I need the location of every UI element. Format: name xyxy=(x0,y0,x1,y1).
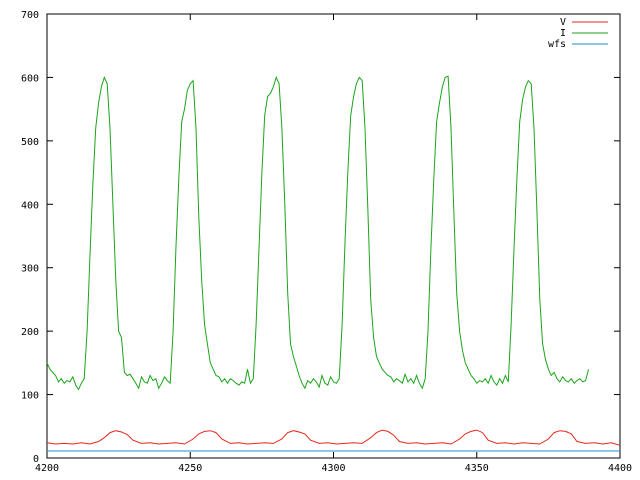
legend-label-V: V xyxy=(560,17,566,28)
series-line-I xyxy=(46,75,589,391)
x-tick-label: 4200 xyxy=(35,463,59,474)
y-tick-label: 400 xyxy=(21,200,39,211)
y-tick-label: 0 xyxy=(33,454,39,465)
x-tick-label: 4350 xyxy=(465,463,489,474)
x-tick-label: 4400 xyxy=(608,463,632,474)
axis-ticks: 0 100 200 300 400 500 600 700 4200 4250 4300 4350 44… xyxy=(21,10,632,474)
series-line-V xyxy=(46,429,621,446)
y-tick-label: 500 xyxy=(21,137,39,148)
y-tick-label: 300 xyxy=(21,264,39,275)
plot-frame xyxy=(46,13,621,459)
x-tick-label: 4300 xyxy=(321,463,345,474)
legend-label-wfs: wfs xyxy=(548,39,566,50)
legend-label-I: I xyxy=(560,28,566,39)
y-tick-label: 600 xyxy=(21,73,39,84)
x-tick-label: 4250 xyxy=(178,463,202,474)
y-tick-label: 100 xyxy=(21,391,39,402)
series-lines xyxy=(46,75,621,452)
y-tick-label: 700 xyxy=(21,10,39,21)
y-tick-label: 200 xyxy=(21,327,39,338)
